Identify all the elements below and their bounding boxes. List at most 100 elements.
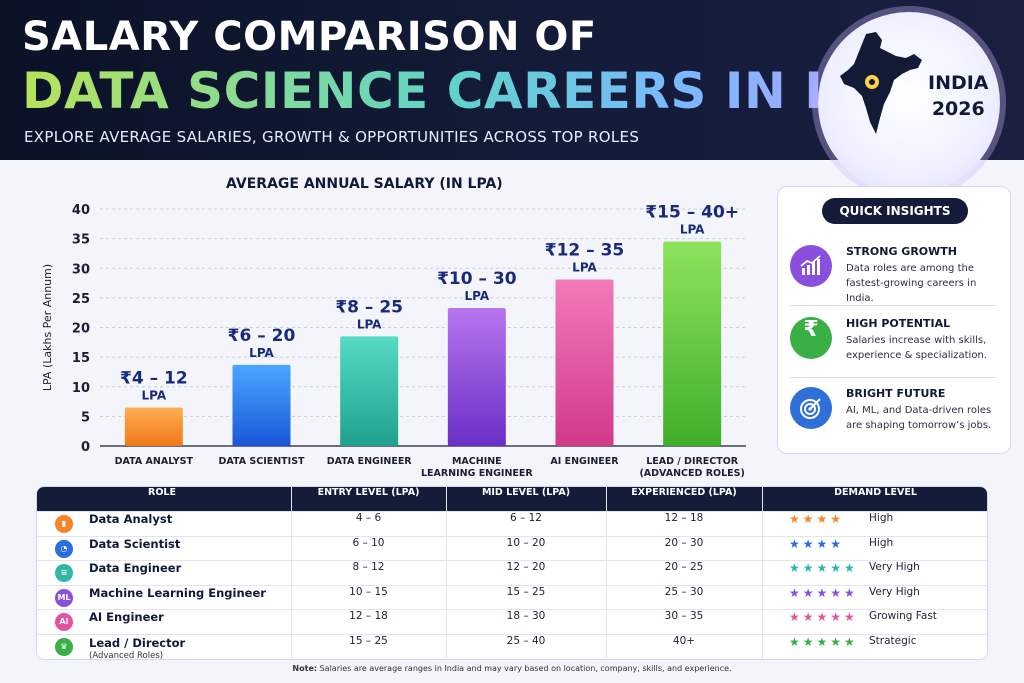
star-rating: ★★★★ — [789, 512, 845, 526]
bar — [663, 241, 722, 446]
demand-label: High — [869, 536, 894, 549]
divider — [790, 377, 996, 378]
note-label: Note: — [292, 664, 318, 673]
table-header: ROLE ENTRY LEVEL (LPA) MID LEVEL (LPA) E… — [37, 487, 987, 511]
badge-year: 2026 — [931, 98, 985, 120]
insight-text: Salaries increase with skills, experienc… — [846, 335, 987, 361]
bar — [340, 336, 399, 446]
bar-unit-label: LPA — [680, 223, 705, 237]
insight-heading: STRONG GROWTH — [846, 245, 958, 258]
table-row: ▮ Data Analyst 4 – 6 6 – 12 12 – 18 ★★★★ High — [37, 511, 987, 536]
mid-level-cell: 15 – 25 — [506, 585, 546, 598]
ai-icon: AI — [55, 613, 73, 631]
subtitle: EXPLORE AVERAGE SALARIES, GROWTH & OPPOR… — [24, 128, 640, 146]
x-category-label: DATA ENGINEER — [327, 456, 413, 467]
col-header-role: ROLE — [148, 487, 176, 498]
table-row: AI AI Engineer 12 – 18 18 – 30 30 – 35 ★★★★★ G… — [37, 609, 987, 634]
col-header-mid: MID LEVEL (LPA) — [481, 487, 571, 498]
y-tick-label: 0 — [81, 440, 90, 455]
role-name: Data Analyst — [89, 512, 173, 526]
mid-level-cell: 6 – 12 — [510, 512, 542, 524]
x-category-label: AI ENGINEER — [550, 456, 619, 467]
bar-range-label: ₹8 – 25 — [335, 297, 403, 317]
role-name: Data Engineer — [89, 561, 182, 575]
star-rating: ★★★★★ — [789, 585, 858, 600]
badge-country: INDIA — [928, 72, 989, 94]
divider — [762, 487, 763, 659]
bar-range-label: ₹15 – 40+ — [645, 203, 739, 223]
col-header-demand: DEMAND LEVEL — [834, 487, 917, 498]
bar-unit-label: LPA — [465, 289, 490, 303]
entry-level-cell: 4 – 6 — [355, 512, 382, 524]
bar-unit-label: LPA — [572, 261, 597, 275]
table-row: ◔ Data Scientist 6 – 10 10 – 20 20 – 30 ★★★★ H… — [37, 535, 987, 561]
divider — [790, 305, 996, 306]
demand-label: Very High — [869, 585, 920, 598]
experienced-cell: 12 – 18 — [664, 512, 704, 524]
badge-label: INDIA 2026 — [928, 70, 989, 122]
database-icon: ≡ — [55, 564, 73, 582]
title-line-2: DATA SCIENCE CAREERS IN INDIA — [22, 62, 966, 120]
chart-title: AVERAGE ANNUAL SALARY (IN LPA) — [226, 176, 503, 192]
insight-text: AI, ML, and Data-driven roles are shapin… — [846, 405, 992, 431]
rupee-icon: ₹ — [790, 317, 832, 359]
star-rating: ★★★★★ — [789, 610, 858, 624]
role-name: Machine Learning Engineer — [89, 585, 266, 600]
bar-range-label: ₹4 – 12 — [120, 368, 188, 388]
role-name: Data Scientist — [89, 536, 181, 551]
x-category-label: (ADVANCED ROLES) — [639, 468, 744, 479]
table-row: ML Machine Learning Engineer 10 – 15 15 – 2… — [37, 584, 987, 610]
x-category-label: DATA ANALYST — [115, 456, 194, 467]
bar — [447, 307, 506, 446]
entry-level-cell: 6 – 10 — [352, 536, 385, 549]
table-row: ≡ Data Engineer 8 – 12 12 – 20 20 – 25 ★★★★★ V… — [37, 560, 987, 585]
mid-level-cell: 25 – 40 — [506, 634, 546, 647]
divider — [606, 487, 607, 659]
quick-insights-panel: QUICK INSIGHTS STRONG GROWTH Data roles … — [777, 186, 1011, 454]
mid-level-cell: 10 – 20 — [506, 536, 546, 549]
bar — [232, 364, 291, 446]
mid-level-cell: 18 – 30 — [506, 610, 546, 622]
star-rating: ★★★★★ — [789, 634, 858, 649]
bar-range-label: ₹12 – 35 — [545, 241, 624, 261]
bar-range-label: ₹6 – 20 — [228, 326, 296, 346]
bar — [555, 279, 614, 446]
insight-item-future: BRIGHT FUTURE AI, ML, and Data-driven ro… — [790, 387, 1002, 451]
x-category-label: LEAD / DIRECTOR — [646, 456, 739, 467]
entry-level-cell: 10 – 15 — [349, 585, 388, 598]
footnote: Note: Salaries are average ranges in Ind… — [0, 664, 1024, 673]
bar-range-label: ₹10 – 30 — [437, 269, 517, 289]
note-text: Salaries are average ranges in India and… — [317, 664, 732, 673]
growth-chart-icon — [790, 245, 832, 287]
y-tick-label: 35 — [72, 233, 90, 248]
bar-chart-icon: ▮ — [55, 515, 73, 533]
demand-label: Strategic — [869, 634, 917, 647]
y-tick-label: 15 — [72, 351, 90, 366]
y-axis-label: LPA (Lakhs Per Annum) — [41, 264, 54, 391]
experienced-cell: 25 – 30 — [664, 585, 704, 598]
divider — [291, 487, 292, 659]
entry-level-cell: 15 – 25 — [349, 634, 388, 647]
y-tick-label: 10 — [72, 381, 90, 396]
insight-heading: BRIGHT FUTURE — [846, 387, 946, 400]
table-row: ♛ Lead / Director (Advanced Roles) 15 – 25 2… — [37, 633, 987, 660]
y-tick-label: 25 — [72, 292, 90, 307]
divider — [446, 487, 447, 659]
y-tick-label: 40 — [72, 203, 90, 218]
y-tick-label: 20 — [72, 322, 90, 337]
x-category-label: DATA SCIENTIST — [218, 456, 305, 467]
ml-icon: ML — [55, 588, 73, 607]
experienced-cell: 40+ — [672, 634, 696, 647]
insight-item-growth: STRONG GROWTH Data roles are among the f… — [790, 245, 1002, 309]
bar-unit-label: LPA — [142, 388, 167, 402]
title-line-1: SALARY COMPARISON OF — [22, 14, 597, 60]
role-subtext: (Advanced Roles) — [89, 650, 164, 660]
y-tick-label: 30 — [72, 262, 90, 277]
star-rating: ★★★★ — [789, 536, 845, 551]
pie-chart-icon: ◔ — [55, 539, 73, 558]
india-badge — [818, 12, 1000, 194]
experienced-cell: 20 – 25 — [664, 561, 704, 573]
y-tick-label: 5 — [81, 410, 90, 425]
role-name: AI Engineer — [89, 610, 164, 624]
star-rating: ★★★★★ — [789, 561, 858, 575]
